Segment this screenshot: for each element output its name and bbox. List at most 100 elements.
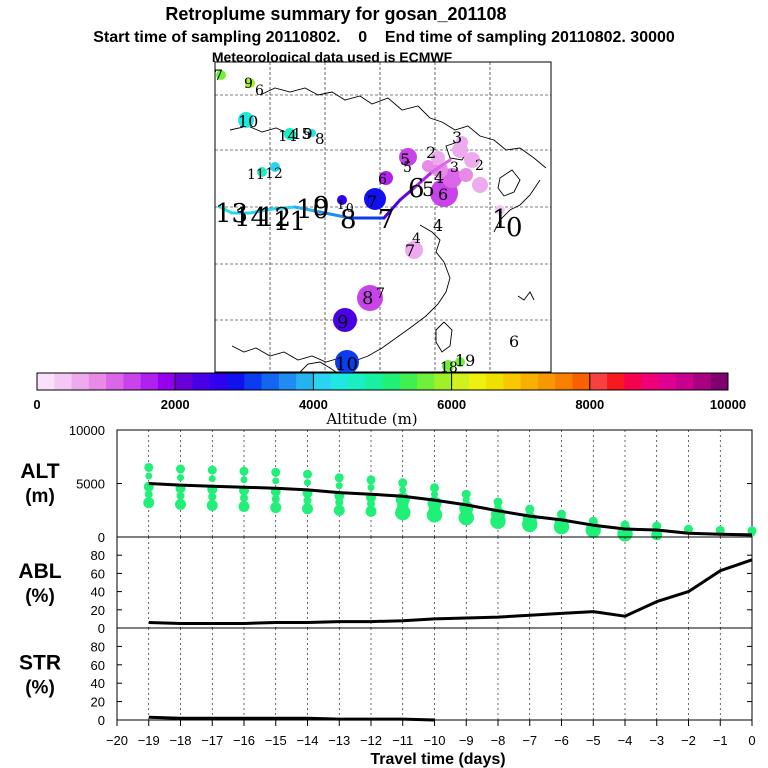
x-tick-label: −15: [265, 733, 287, 748]
colorbar-cell: [227, 373, 245, 390]
x-tick-label: −2: [681, 733, 696, 748]
plume-particle-dot: [176, 464, 185, 474]
plume-marker: [432, 162, 448, 178]
plume-particle-dot: [461, 489, 471, 499]
plume-day-label: 18: [440, 360, 458, 376]
trajectory-segment: [248, 207, 274, 215]
colorbar-cell: [572, 373, 591, 390]
plume-day-label: 7: [367, 192, 377, 211]
trajectory-day-label: 1: [492, 205, 509, 235]
plume-day-label: 6: [438, 185, 448, 204]
plume-particle-dot: [270, 502, 282, 514]
y-tick-label: 20: [91, 603, 105, 618]
colorbar-cell: [555, 373, 574, 390]
plume-particle-dot: [426, 507, 443, 523]
trajectory-day-label: 6: [408, 174, 425, 204]
trajectory-day-label: 10: [296, 195, 329, 225]
colorbar-cell: [347, 373, 366, 390]
plume-day-label: 9: [303, 125, 313, 143]
trajectory-segment: [398, 186, 416, 202]
colorbar-cell: [589, 373, 608, 390]
plume-particle-dot: [207, 465, 217, 475]
x-tick-label: −5: [586, 733, 601, 748]
y-tick-label: 0: [98, 621, 105, 636]
plume-particle-dot: [145, 472, 153, 480]
plume-day-label: 5: [400, 150, 410, 169]
plume-marker: [464, 152, 480, 168]
plume-day-label: 10: [335, 354, 358, 375]
x-tick-label: −6: [554, 733, 569, 748]
plume-marker: [379, 171, 393, 185]
figure-title: Retroplume summary for gosan_201108: [165, 4, 506, 24]
x-tick-label: −13: [328, 733, 350, 748]
y-tick-label: 60: [91, 566, 105, 581]
plume-day-label: 8: [315, 130, 325, 148]
y-tick-label: 40: [91, 676, 105, 691]
colorbar-cell: [88, 373, 107, 390]
plume-particle-dot: [271, 495, 280, 504]
colorbar-cell: [486, 373, 504, 390]
x-tick-label: −19: [138, 733, 160, 748]
x-tick-label: 0: [748, 733, 755, 748]
colorbar-cell: [192, 373, 211, 390]
plume-day-label: 11: [247, 167, 265, 183]
plume-particle-dot: [239, 466, 249, 476]
trajectory-segment: [412, 170, 434, 190]
plume-day-label: 2: [426, 143, 436, 162]
plume-marker: [245, 78, 255, 88]
colorbar-tick-label: 0: [33, 397, 40, 412]
met-data-note: Meteorological data used is ECMWF: [212, 49, 453, 65]
panel-ylabel-units: (%): [25, 586, 55, 607]
trajectory-segment: [293, 205, 322, 214]
y-tick-label: 0: [98, 713, 105, 728]
x-tick-label: −8: [491, 733, 506, 748]
plume-marker: [308, 129, 316, 137]
plume-particle-dot: [303, 496, 312, 505]
plume-particle-dot: [333, 504, 345, 516]
colorbar-cell: [106, 373, 124, 390]
plume-particle-dot: [490, 513, 506, 529]
colorbar-cell: [434, 373, 453, 390]
y-tick-label: 0: [98, 530, 105, 545]
plume-day-label: 14: [278, 127, 297, 145]
trajectory-day-label: 13: [215, 199, 248, 229]
plume-day-label: 5: [403, 160, 412, 176]
plume-day-label: 7: [214, 68, 223, 84]
colorbar-cells: [37, 373, 729, 390]
plume-day-label: 7: [376, 286, 385, 302]
colorbar-cell: [537, 373, 556, 390]
colorbar-cell: [175, 373, 193, 390]
plume-marker: [284, 128, 296, 140]
trajectory-segment: [218, 205, 234, 215]
x-tick-label: −4: [618, 733, 633, 748]
colorbar-cell: [624, 373, 643, 390]
plume-particle-dot: [208, 475, 216, 483]
plume-marker: [399, 148, 417, 166]
colorbar-cell: [71, 373, 90, 390]
colorbar-cell: [503, 373, 522, 390]
trajectory-day-label: 5: [422, 177, 435, 201]
plume-particle-dot: [334, 473, 344, 483]
colorbar-tick-label: 2000: [161, 397, 190, 412]
trajectory-day-label: 4: [433, 216, 443, 235]
plume-particle-dot: [208, 492, 217, 501]
y-tick-label: 10000: [69, 423, 105, 438]
plume-marker: [472, 177, 488, 193]
plume-particle-dot: [144, 490, 153, 499]
plume-day-label: 9: [244, 76, 253, 92]
x-tick-label: −14: [296, 733, 318, 748]
time-series-panels: 0 5000 10000 ALT (m) 0 20 40 60 80 ABL (%) 0 20 40 60 80…: [18, 423, 757, 728]
plume-particle-dot: [240, 493, 248, 502]
y-tick-label: 40: [91, 585, 105, 600]
colorbar-cell: [140, 373, 159, 390]
y-tick-label: 20: [91, 695, 105, 710]
x-tick-label: −9: [459, 733, 474, 748]
plume-day-label: 6: [378, 172, 387, 188]
x-tick-label: −7: [522, 733, 537, 748]
colorbar-frame: [36, 372, 729, 391]
panel-str: 0 20 40 60 80 STR (%): [19, 627, 753, 728]
x-axis-label: Travel time (days): [370, 751, 505, 768]
plume-particle-dot: [365, 505, 377, 517]
plume-particle-dot: [366, 475, 376, 485]
